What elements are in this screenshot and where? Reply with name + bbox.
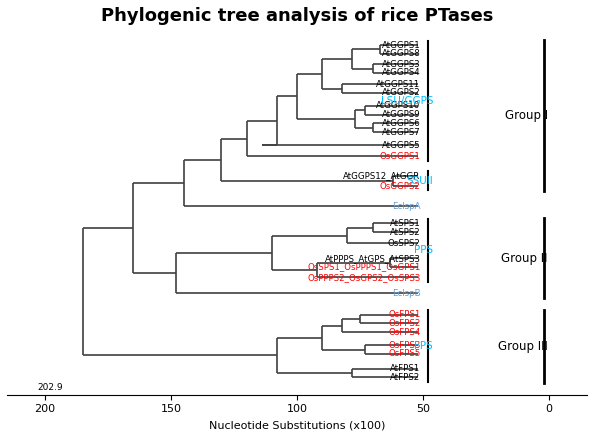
Text: AtGGPS10: AtGGPS10 — [377, 101, 421, 111]
Text: OsFPS2: OsFPS2 — [388, 319, 421, 328]
Text: Group III: Group III — [498, 340, 548, 353]
Text: OsGGPS1: OsGGPS1 — [380, 152, 421, 161]
Text: AtFPS1: AtFPS1 — [390, 364, 421, 373]
Text: PPS: PPS — [414, 246, 433, 255]
Text: AtGGPS3: AtGGPS3 — [382, 60, 421, 69]
Text: EclspA: EclspA — [392, 201, 421, 211]
Text: AtSPS2: AtSPS2 — [390, 228, 421, 236]
Text: AtGGPS5: AtGGPS5 — [382, 141, 421, 149]
Text: OsFPS1: OsFPS1 — [388, 310, 421, 319]
Text: 202.9: 202.9 — [37, 383, 63, 392]
Text: OsSPS2: OsSPS2 — [388, 239, 421, 248]
Text: FPS: FPS — [415, 341, 433, 351]
Text: Group II: Group II — [501, 252, 548, 265]
Text: Group I: Group I — [505, 109, 548, 122]
Text: AtGGPS11: AtGGPS11 — [377, 80, 421, 89]
Text: AtPPPS_AtGPS_AtSPS3: AtPPPS_AtGPS_AtSPS3 — [324, 254, 421, 263]
Text: AtGGPS9: AtGGPS9 — [382, 110, 421, 119]
Text: LSU/GGPS: LSU/GGPS — [381, 96, 433, 106]
Text: EclspB: EclspB — [392, 288, 421, 298]
Text: AtGGPS4: AtGGPS4 — [382, 69, 421, 77]
Text: AtFPS2: AtFPS2 — [390, 373, 421, 382]
Text: AtGGPS8: AtGGPS8 — [382, 49, 421, 58]
Text: OsGGPS2: OsGGPS2 — [380, 181, 421, 191]
Text: AtGGPS12_AtGGR: AtGGPS12_AtGGR — [343, 171, 421, 180]
Text: AtGGPS7: AtGGPS7 — [382, 128, 421, 137]
Text: OsFPS4: OsFPS4 — [388, 328, 421, 336]
Text: SSUII: SSUII — [406, 176, 433, 186]
Text: AtGGPS1: AtGGPS1 — [382, 41, 421, 50]
Text: OsFPS5: OsFPS5 — [388, 350, 421, 358]
Text: AtSPS1: AtSPS1 — [390, 219, 421, 228]
Text: OsSPS1_OsPPPS1_OsGPS1: OsSPS1_OsPPPS1_OsGPS1 — [307, 262, 421, 271]
Text: AtGGPS2: AtGGPS2 — [382, 88, 421, 97]
Text: AtGGPS6: AtGGPS6 — [382, 119, 421, 128]
Title: Phylogenic tree analysis of rice PTases: Phylogenic tree analysis of rice PTases — [101, 7, 493, 25]
Text: OsFPS3: OsFPS3 — [388, 341, 421, 350]
Text: OsPPPS2_OsGPS2_OsSPS3: OsPPPS2_OsGPS2_OsSPS3 — [307, 273, 421, 282]
X-axis label: Nucleotide Substitutions (x100): Nucleotide Substitutions (x100) — [209, 420, 385, 430]
